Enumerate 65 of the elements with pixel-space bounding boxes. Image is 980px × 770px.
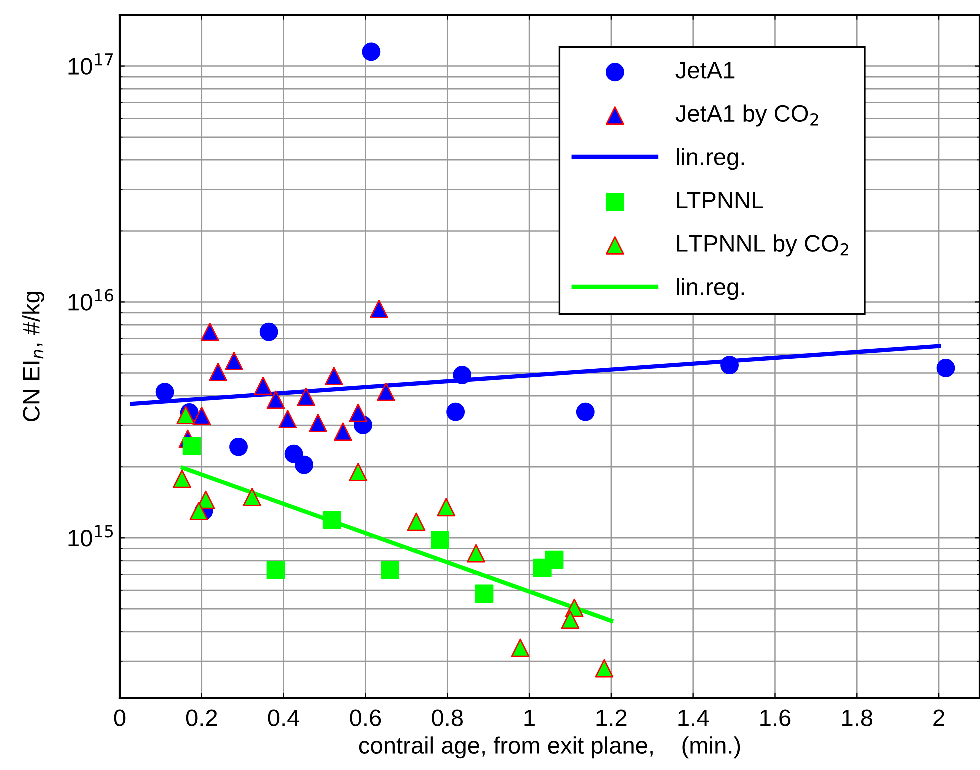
legend-label: lin.reg. [676,278,744,300]
point [297,388,316,406]
x-tick-label: 2 [934,710,944,726]
x-tick-label: 1.8 [842,710,873,726]
point [266,390,286,410]
point [936,359,956,378]
x-tick-label: 0 [114,710,126,726]
point [376,382,396,402]
point [453,366,472,384]
point [446,402,466,422]
x-tick-label: 1.4 [678,710,710,726]
point [720,356,739,375]
legend-label: LTPNNL [677,192,764,209]
y-axis-title: CN EI$_{n}$, #/kg [22,292,45,422]
point [334,422,352,442]
x-tick-label: 1.6 [760,710,791,726]
point [260,322,278,342]
point [475,584,494,604]
point [284,444,304,464]
point [225,352,244,370]
x-tick-label: 0.2 [186,710,218,726]
point [230,438,248,456]
x-axis-title: contrail age, from exit plane, (min.) [359,736,740,759]
point [381,561,400,580]
point [545,550,564,570]
point [278,410,298,428]
legend-label: LTPNNL by CO$_{2}$ [677,234,848,257]
point [322,511,342,530]
point [176,406,196,424]
point [349,463,368,482]
point [243,488,262,506]
point [407,512,426,532]
x-tick-label: 1 [524,710,535,726]
point [511,638,530,658]
x-tick-label: 0.4 [268,710,300,726]
point [209,363,228,382]
point [173,470,192,488]
point [254,376,273,396]
legend-label: JetA1 by CO$_{2}$ [676,104,818,127]
point [370,300,388,318]
point [595,659,614,678]
point [156,383,174,402]
legend-label: JetA1 [676,62,735,79]
y-tick-label: 10$^{15}$ [68,525,114,547]
point [309,414,328,432]
x-tick-label: 0.6 [350,710,382,726]
x-tick-label: 1.2 [596,710,627,726]
point [190,502,208,520]
point [324,367,344,386]
y-tick-label: 10$^{16}$ [68,289,114,311]
point [266,561,286,580]
point [437,498,456,517]
point [362,42,381,62]
point [349,404,368,422]
y-tick-label: 10$^{17}$ [68,54,114,75]
point [200,322,220,342]
point [561,610,580,630]
point [431,530,450,550]
legend-label: lin.reg. [676,148,744,170]
point [295,456,314,474]
x-tick-label: 0.8 [432,710,464,726]
point [576,402,595,422]
point [192,406,212,426]
point [467,544,486,563]
point [182,437,202,456]
